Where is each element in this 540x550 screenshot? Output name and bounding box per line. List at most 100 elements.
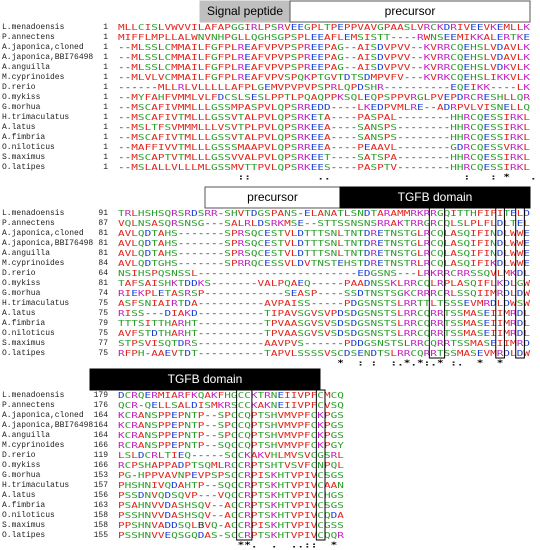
species-name: P.annectens (2, 219, 55, 228)
species-name: A.anguilla (2, 63, 50, 72)
species-name: A.japonica,BBI76498 (2, 53, 93, 62)
start-position: 156 (94, 491, 109, 500)
species-name: O.mykiss (2, 279, 41, 288)
start-position: 1 (103, 73, 108, 82)
species-name: H.trimaculatus (2, 299, 69, 308)
start-position: 1 (103, 163, 108, 172)
start-position: 81 (98, 239, 108, 248)
start-position: 75 (98, 309, 108, 318)
start-position: 1 (103, 83, 108, 92)
start-position: 81 (98, 279, 108, 288)
species-name: H.trimaculatus (2, 481, 69, 490)
start-position: 176 (94, 401, 109, 410)
start-position: 75 (98, 349, 108, 358)
start-position: 1 (103, 103, 108, 112)
species-name: G.morhua (2, 103, 41, 112)
header-label: precursor (385, 4, 436, 18)
start-position: 1 (103, 23, 108, 32)
species-name: D.rerio (2, 83, 36, 92)
start-position: 81 (98, 249, 108, 258)
start-position: 1 (103, 63, 108, 72)
start-position: 75 (98, 329, 108, 338)
start-position: 164 (94, 421, 109, 430)
species-name: A.japonica,BBI76498 (2, 239, 93, 248)
start-position: 155 (94, 531, 109, 540)
start-position: 163 (94, 501, 109, 510)
header-label: Signal peptide (207, 4, 283, 18)
start-position: 1 (103, 43, 108, 52)
start-position: 1 (103, 133, 108, 142)
species-name: O.mykiss (2, 461, 41, 470)
species-name: O.latipes (2, 163, 45, 172)
start-position: 1 (103, 93, 108, 102)
start-position: 119 (94, 451, 109, 460)
species-name: O.latipes (2, 349, 45, 358)
conserved-box (515, 207, 525, 359)
start-position: 1 (103, 153, 108, 162)
start-position: 87 (98, 219, 108, 228)
species-name: O.niloticus (2, 143, 55, 152)
species-name: M.cyprinoides (2, 441, 65, 450)
header-box (289, 0, 531, 23)
species-name: A.japonica,BBI76498 (2, 421, 93, 430)
start-position: 84 (98, 259, 108, 268)
conserved-box (315, 389, 326, 541)
header-label: TGFB domain (168, 372, 243, 386)
species-name: A.japonica,cloned (2, 43, 84, 52)
species-name: A.anguilla (2, 249, 50, 258)
species-name: A.fimbria (2, 501, 45, 510)
species-name: S.maximus (2, 521, 45, 530)
consensus: :: .. : : * . (118, 173, 537, 182)
species-name: A.japonica,cloned (2, 411, 84, 420)
start-position: 1 (103, 113, 108, 122)
header-label: precursor (247, 190, 298, 204)
start-position: 153 (94, 471, 109, 480)
species-name: P.annectens (2, 33, 55, 42)
species-name: A.anguilla (2, 431, 50, 440)
species-name: L.menadoensis (2, 391, 65, 400)
start-position: 164 (94, 411, 109, 420)
species-name: A.latus (2, 491, 36, 500)
species-name: L.menadoensis (2, 23, 65, 32)
start-position: 75 (98, 299, 108, 308)
start-position: 166 (94, 461, 109, 470)
species-name: A.fimbria (2, 319, 45, 328)
species-name: O.niloticus (2, 511, 55, 520)
species-name: M.cyprinoides (2, 259, 65, 268)
conserved-box (236, 389, 253, 541)
start-position: 79 (98, 319, 108, 328)
